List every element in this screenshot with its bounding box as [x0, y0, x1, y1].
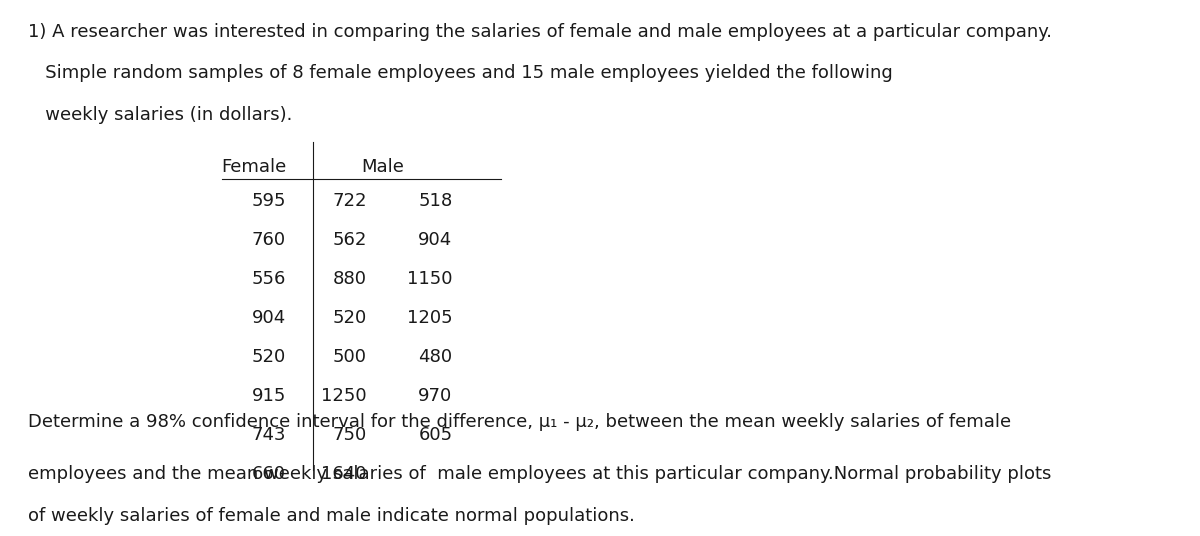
Text: 750: 750 — [332, 426, 366, 444]
Text: employees and the mean weekly salaries of  male employees at this particular com: employees and the mean weekly salaries o… — [29, 465, 1051, 483]
Text: 880: 880 — [332, 270, 366, 288]
Text: 904: 904 — [419, 231, 452, 249]
Text: 500: 500 — [332, 348, 366, 366]
Text: 1250: 1250 — [320, 387, 366, 405]
Text: 970: 970 — [419, 387, 452, 405]
Text: 760: 760 — [252, 231, 286, 249]
Text: weekly salaries (in dollars).: weekly salaries (in dollars). — [29, 106, 293, 124]
Text: 743: 743 — [252, 426, 286, 444]
Text: 562: 562 — [332, 231, 366, 249]
Text: 1205: 1205 — [407, 309, 452, 327]
Text: 520: 520 — [252, 348, 286, 366]
Text: 660: 660 — [252, 465, 286, 483]
Text: 1150: 1150 — [407, 270, 452, 288]
Text: 915: 915 — [252, 387, 286, 405]
Text: 722: 722 — [332, 192, 366, 210]
Text: of weekly salaries of female and male indicate normal populations.: of weekly salaries of female and male in… — [29, 507, 635, 525]
Text: Simple random samples of 8 female employees and 15 male employees yielded the fo: Simple random samples of 8 female employ… — [29, 64, 893, 82]
Text: Female: Female — [221, 158, 286, 176]
Text: 904: 904 — [252, 309, 286, 327]
Text: 520: 520 — [332, 309, 366, 327]
Text: 480: 480 — [419, 348, 452, 366]
Text: 1640: 1640 — [322, 465, 366, 483]
Text: Determine a 98% confidence interval for the difference, μ₁ - μ₂, between the mea: Determine a 98% confidence interval for … — [29, 413, 1012, 431]
Text: 1) A researcher was interested in comparing the salaries of female and male empl: 1) A researcher was interested in compar… — [29, 23, 1052, 41]
Text: 605: 605 — [419, 426, 452, 444]
Text: Male: Male — [361, 158, 404, 176]
Text: 595: 595 — [252, 192, 286, 210]
Text: 518: 518 — [419, 192, 452, 210]
Text: 556: 556 — [252, 270, 286, 288]
